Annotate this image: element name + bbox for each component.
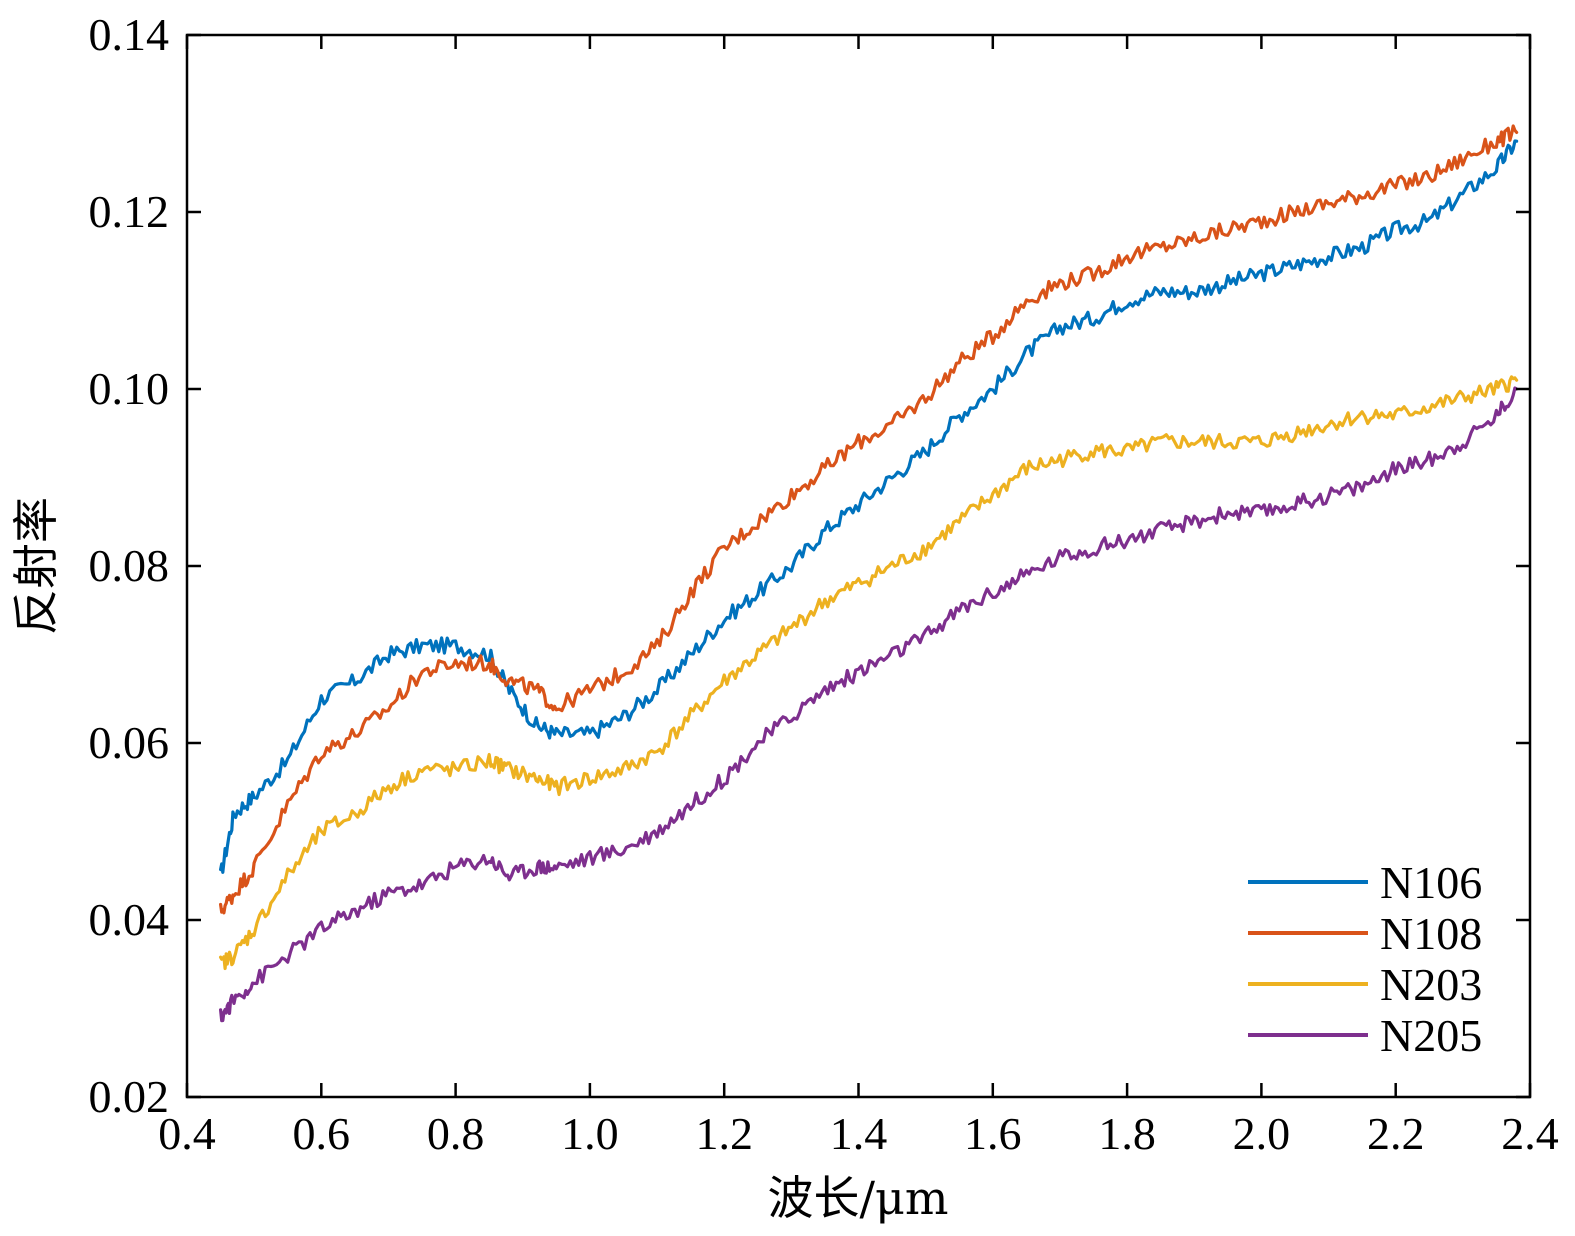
series-layer <box>219 124 1519 1023</box>
x-tick-label: 2.4 <box>1501 1108 1559 1159</box>
axes-frame <box>185 33 1532 1099</box>
y-tick-label: 0.10 <box>89 363 170 414</box>
x-tick-label: 1.2 <box>695 1108 753 1159</box>
x-tick-label: 2.2 <box>1367 1108 1425 1159</box>
x-tick-label: 1.6 <box>964 1108 1022 1159</box>
y-tick-label: 0.08 <box>89 540 170 591</box>
x-tick-label: 1.4 <box>830 1108 888 1159</box>
y-axis-title: 反射率 <box>9 497 63 635</box>
x-tick-label: 0.4 <box>158 1108 216 1159</box>
legend-label: N203 <box>1380 959 1482 1010</box>
series-line-n203 <box>219 375 1519 971</box>
y-tick-label: 0.14 <box>89 9 170 60</box>
x-tick-label: 0.6 <box>293 1108 351 1159</box>
y-tick-label: 0.06 <box>89 717 170 768</box>
y-axis: 0.02 0.04 0.06 0.08 0.10 0.12 0.14 <box>89 9 1530 1122</box>
legend-label: N106 <box>1380 857 1482 908</box>
series-line-n205 <box>219 386 1519 1023</box>
y-tick-label: 0.04 <box>89 894 170 945</box>
y-tick-label: 0.12 <box>89 186 170 237</box>
series-line-n108 <box>219 124 1519 915</box>
x-tick-label: 1.8 <box>1098 1108 1156 1159</box>
x-tick-label: 1.0 <box>561 1108 619 1159</box>
series-line-n106 <box>219 139 1519 874</box>
y-tick-label: 0.02 <box>89 1071 170 1122</box>
x-tick-label: 0.8 <box>427 1108 485 1159</box>
x-tick-label: 2.0 <box>1233 1108 1291 1159</box>
x-axis-title: 波长/μm <box>767 1171 948 1225</box>
legend-label: N205 <box>1380 1010 1482 1061</box>
x-axis: 0.4 0.6 0.8 1.0 1.2 1.4 1.6 1.8 2.0 2.2 2.4 <box>158 35 1559 1159</box>
legend-label: N108 <box>1380 908 1482 959</box>
